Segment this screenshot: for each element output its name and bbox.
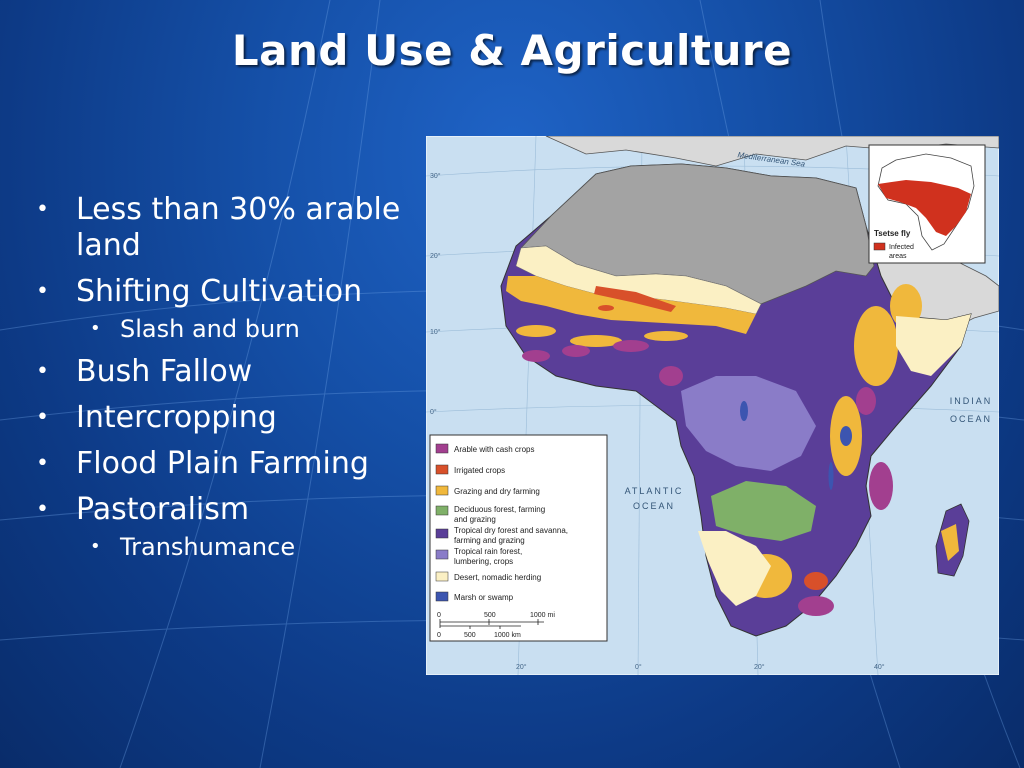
grazing-band xyxy=(506,276,756,334)
legend-swatch xyxy=(435,464,449,475)
legend-label: lumbering, crops xyxy=(454,557,513,566)
bullet-dot: • xyxy=(36,359,49,384)
indian-label: INDIAN xyxy=(950,396,993,406)
bullet-text: Intercropping xyxy=(76,400,277,435)
inset-legend-swatch xyxy=(873,242,886,251)
lat-label: 0° xyxy=(430,408,437,416)
rain-forest xyxy=(681,376,816,471)
bullet-dot: • xyxy=(36,405,49,430)
bullet-item: • Intercropping xyxy=(36,400,416,436)
legend-label: and grazing xyxy=(454,515,496,524)
legend-swatch xyxy=(435,485,449,496)
scale-mi-label: 0 xyxy=(437,612,441,619)
legend-label: Arable with cash crops xyxy=(454,445,534,454)
lakes xyxy=(740,401,852,490)
legend-swatch xyxy=(435,505,449,516)
legend-label: Marsh or swamp xyxy=(454,593,514,602)
ocean-label: OCEAN xyxy=(950,414,992,424)
bullet-text: Slash and burn xyxy=(120,315,300,343)
cash-crop-patches xyxy=(522,340,893,616)
scale-mi-label: 500 xyxy=(484,612,496,619)
madagascar-grazing xyxy=(941,524,959,561)
bullet-dot: • xyxy=(90,536,101,557)
scale-bar: 0 500 1000 mi 0 500 1000 km xyxy=(437,612,555,639)
legend-swatch xyxy=(435,571,449,582)
lat-label: 30° xyxy=(430,172,441,180)
bullet-item: • Pastoralism xyxy=(36,492,416,528)
bullet-dot: • xyxy=(36,451,49,476)
scale-km-label: 0 xyxy=(437,632,441,639)
map-legend: Arable with cash crops Irrigated crops G… xyxy=(429,434,608,642)
bullet-text: Flood Plain Farming xyxy=(76,446,369,481)
legend-swatch xyxy=(435,528,449,539)
bullet-dot: • xyxy=(90,318,101,339)
atlantic-label: ATLANTIC xyxy=(625,486,684,496)
deciduous-forest xyxy=(711,481,816,541)
inset-legend-label: Infected xyxy=(889,244,914,251)
bullet-text: Pastoralism xyxy=(76,492,250,527)
legend-label: Tropical dry forest and savanna, xyxy=(454,526,568,535)
lon-label: 20° xyxy=(754,663,765,671)
europe-land xyxy=(545,136,999,167)
legend-label: farming and grazing xyxy=(454,536,525,545)
lon-label: 40° xyxy=(874,663,885,671)
inset-legend-label: areas xyxy=(889,253,907,260)
legend-swatch xyxy=(435,549,449,560)
lon-label: 0° xyxy=(635,663,642,671)
sub-bullet-item: • Slash and burn xyxy=(36,314,416,344)
inset-title: Tsetse fly xyxy=(874,229,911,238)
legend-label: Irrigated crops xyxy=(454,466,505,475)
lat-label: 20° xyxy=(430,252,441,260)
bullet-text: Shifting Cultivation xyxy=(76,274,363,309)
bullet-dot: • xyxy=(36,197,49,222)
bullet-item: • Less than 30% arable land xyxy=(36,192,416,264)
scale-km-label: 500 xyxy=(464,632,476,639)
southern-desert xyxy=(698,531,771,606)
legend-swatch xyxy=(435,591,449,602)
lon-label: 20° xyxy=(516,663,527,671)
scale-km-label: 1000 km xyxy=(494,632,521,639)
sub-bullet-item: • Transhumance xyxy=(36,532,416,562)
slide-title: Land Use & Agriculture xyxy=(231,26,793,75)
legend-label: Tropical rain forest, xyxy=(454,547,522,556)
legend-label: Desert, nomadic herding xyxy=(454,573,541,582)
tsetse-inset: Tsetse fly Infected areas xyxy=(868,144,986,264)
bullet-dot: • xyxy=(36,497,49,522)
africa-land-use-map: Mediterranean Sea ATLANTIC OCEAN INDIAN … xyxy=(426,136,999,675)
irrigated-patches xyxy=(594,286,828,590)
bullet-list: • Less than 30% arable land • Shifting Cul… xyxy=(36,192,416,572)
legend-swatch xyxy=(435,443,449,454)
horn-desert xyxy=(896,314,971,376)
bullet-item: • Bush Fallow xyxy=(36,354,416,390)
bullet-text: Transhumance xyxy=(120,533,296,561)
bullet-text: Bush Fallow xyxy=(76,354,253,389)
bullet-item: • Shifting Cultivation xyxy=(36,274,416,310)
lat-label: 10° xyxy=(430,328,441,336)
ocean-label: OCEAN xyxy=(633,501,675,511)
bullet-item: • Flood Plain Farming xyxy=(36,446,416,482)
legend-label: Deciduous forest, farming xyxy=(454,505,545,514)
legend-label: Grazing and dry farming xyxy=(454,487,540,496)
bullet-dot: • xyxy=(36,279,49,304)
scale-mi-label: 1000 mi xyxy=(530,612,555,619)
bullet-text: Less than 30% arable land xyxy=(76,192,401,263)
